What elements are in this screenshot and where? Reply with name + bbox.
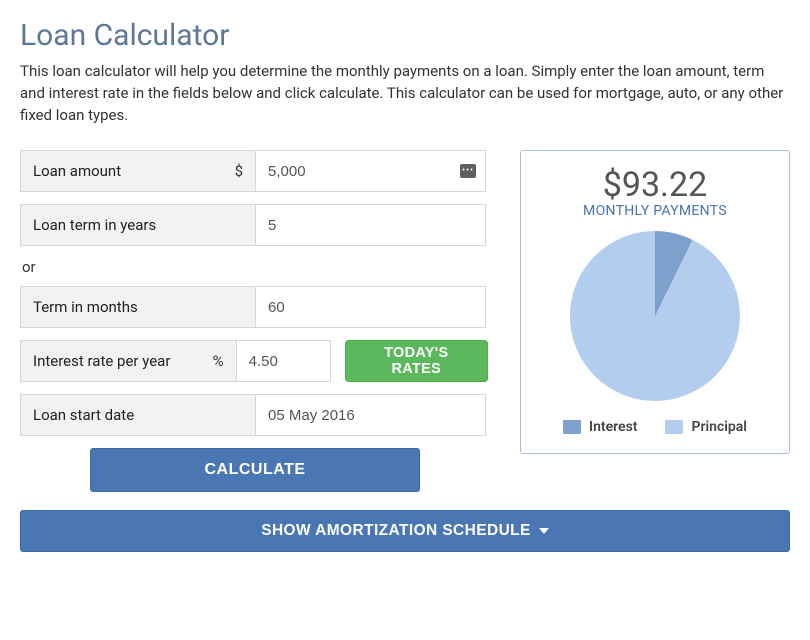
legend-principal-label: Principal (691, 419, 746, 435)
start-date-label-text: Loan start date (33, 406, 134, 424)
start-date-label: Loan start date (20, 394, 256, 436)
interest-label: Interest rate per year % (20, 340, 237, 382)
term-months-input[interactable] (256, 286, 486, 328)
caret-down-icon (539, 528, 549, 534)
legend-interest-swatch (563, 420, 581, 434)
monthly-payment-label: MONTHLY PAYMENTS (535, 203, 775, 219)
legend-principal-swatch (665, 420, 683, 434)
loan-amount-label-text: Loan amount (33, 162, 121, 180)
interest-input[interactable] (237, 340, 331, 382)
legend-interest-label: Interest (589, 419, 637, 435)
currency-unit: $ (227, 162, 243, 180)
term-years-input[interactable] (256, 204, 486, 246)
todays-rates-button[interactable]: TODAY'S RATES (345, 340, 488, 382)
term-years-label-text: Loan term in years (33, 216, 156, 234)
monthly-payment-amount: $93.22 (535, 165, 775, 205)
term-months-label: Term in months (20, 286, 256, 328)
payment-pie-chart (570, 231, 740, 401)
result-card: $93.22 MONTHLY PAYMENTS Interest Princip… (520, 150, 790, 454)
or-divider: or (22, 258, 488, 276)
calculate-button[interactable]: CALCULATE (90, 448, 420, 492)
percent-unit: % (205, 352, 224, 370)
term-years-label: Loan term in years (20, 204, 256, 246)
loan-amount-input[interactable] (256, 150, 486, 192)
loan-form: Loan amount $ ••• Loan term in years or … (20, 150, 488, 492)
loan-amount-label: Loan amount $ (20, 150, 256, 192)
page-title: Loan Calculator (20, 18, 790, 53)
legend-principal: Principal (665, 419, 746, 435)
show-amortization-label: SHOW AMORTIZATION SCHEDULE (261, 522, 531, 540)
show-amortization-button[interactable]: SHOW AMORTIZATION SCHEDULE (20, 510, 790, 552)
start-date-input[interactable] (256, 394, 486, 436)
keypad-icon[interactable]: ••• (460, 164, 476, 178)
pie-legend: Interest Principal (535, 419, 775, 435)
legend-interest: Interest (563, 419, 637, 435)
page-description: This loan calculator will help you deter… (20, 61, 790, 126)
interest-label-text: Interest rate per year (33, 352, 170, 370)
term-months-label-text: Term in months (33, 298, 138, 316)
